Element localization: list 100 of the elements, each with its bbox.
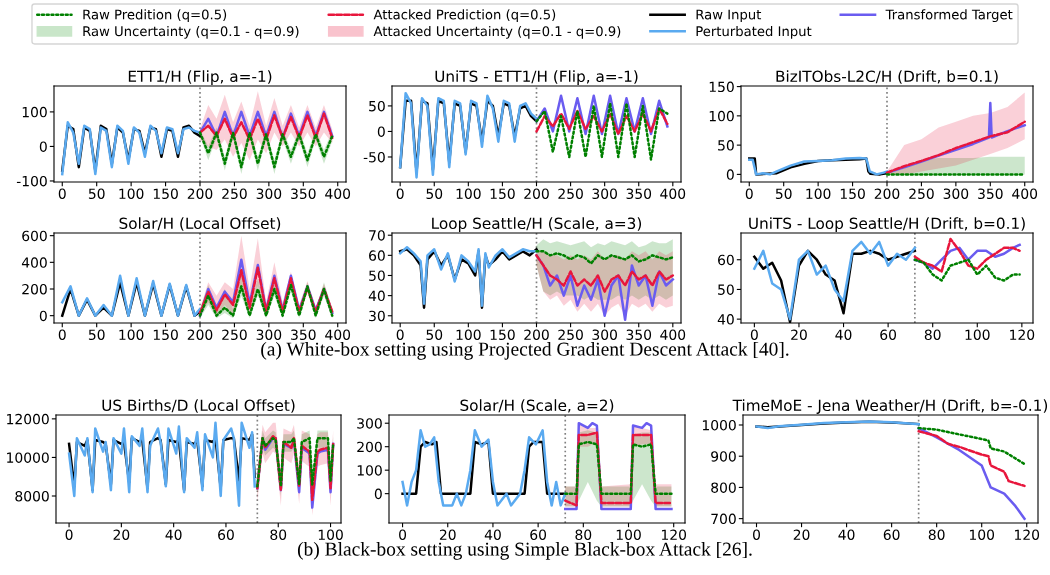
chart-title: BizITObs-L2C/H (Drift, b=0.1) xyxy=(776,70,998,84)
y-tick-label: 100 xyxy=(357,465,382,476)
y-tick-label: 300 xyxy=(357,418,382,429)
y-tick-label: 50 xyxy=(369,100,385,112)
chart-title: US Births/D (Local Offset) xyxy=(102,399,295,413)
x-tick-label: 400 xyxy=(1012,188,1038,199)
x-tick-label: 250 xyxy=(558,329,583,340)
y-tick-label: 900 xyxy=(711,451,736,462)
legend-label: Attacked Uncertainty (q=0.1 - q=0.9) xyxy=(373,25,621,39)
x-tick-label: 120 xyxy=(1010,329,1035,340)
x-tick-label: 400 xyxy=(325,329,351,340)
x-tick-label: 250 xyxy=(558,188,583,199)
x-tick-label: 400 xyxy=(325,188,351,199)
x-tick-label: 300 xyxy=(256,329,282,340)
x-tick-label: 0 xyxy=(396,188,404,199)
x-tick-label: 150 xyxy=(153,329,178,340)
x-tick-label: 300 xyxy=(943,188,969,199)
x-tick-label: 200 xyxy=(187,188,213,199)
y-tick-label: 10000 xyxy=(7,452,49,463)
x-tick-label: 60 xyxy=(530,529,547,540)
x-tick-label: 300 xyxy=(592,188,617,199)
x-tick-label: 60 xyxy=(880,329,897,340)
legend-label: Raw Predition (q=0.5) xyxy=(83,9,227,23)
y-tick-label: 60 xyxy=(718,254,734,266)
x-tick-label: 60 xyxy=(883,529,900,540)
x-tick-label: 100 xyxy=(456,329,481,340)
legend-label: Raw Uncertainty (q=0.1 - q=0.9) xyxy=(83,25,299,39)
y-tick-label: 40 xyxy=(717,314,734,325)
x-tick-label: 0 xyxy=(750,329,758,340)
x-tick-label: 80 xyxy=(270,529,287,540)
x-tick-label: 200 xyxy=(524,188,549,199)
x-tick-label: 250 xyxy=(909,188,934,199)
y-tick-label: 30 xyxy=(369,310,385,322)
x-tick-label: 80 xyxy=(928,529,945,540)
y-tick-label: 0 xyxy=(374,488,382,500)
x-tick-label: 300 xyxy=(592,329,617,340)
y-tick-label: -100 xyxy=(16,175,47,187)
x-tick-label: 120 xyxy=(661,529,687,540)
y-tick-label: 0 xyxy=(726,169,734,180)
legend-label: Transformed Target xyxy=(885,9,1013,23)
x-tick-label: 20 xyxy=(439,529,456,540)
y-tick-label: 12000 xyxy=(7,413,49,425)
x-tick-label: 60 xyxy=(218,529,234,540)
x-tick-label: 80 xyxy=(924,329,941,340)
chart-title: UniTS - Loop Seattle/H (Drift, b=0.1) xyxy=(749,217,1025,233)
x-tick-label: 0 xyxy=(745,188,753,199)
x-tick-label: 100 xyxy=(806,188,831,199)
chart-title: Loop Seattle/H (Scale, a=3) xyxy=(432,217,642,233)
legend-label: Raw Input xyxy=(696,9,762,23)
y-tick-label: -50 xyxy=(363,151,385,163)
x-tick-label: 100 xyxy=(318,529,343,540)
text: (b) Black-box setting using Simple Black-box Attack [26]. xyxy=(297,542,752,560)
x-tick-label: 300 xyxy=(256,188,282,199)
x-tick-label: 0 xyxy=(399,529,407,540)
y-tick-label: 1000 xyxy=(702,419,736,431)
x-tick-label: 400 xyxy=(660,329,686,340)
x-tick-label: 350 xyxy=(978,188,1003,199)
y-tick-label: 40 xyxy=(368,290,385,302)
y-tick-label: 0 xyxy=(39,141,47,152)
x-tick-label: 150 xyxy=(490,188,515,199)
x-tick-label: 200 xyxy=(874,188,900,199)
x-tick-label: 0 xyxy=(396,329,404,340)
y-tick-label: 800 xyxy=(711,482,736,493)
x-tick-label: 50 xyxy=(88,188,105,199)
x-tick-label: 0 xyxy=(753,529,761,540)
x-tick-label: 50 xyxy=(775,188,792,199)
chart-title: Solar/H (Local Offset) xyxy=(119,217,281,231)
x-tick-label: 350 xyxy=(291,188,316,199)
y-tick-label: 200 xyxy=(357,441,382,453)
y-tick-label: 400 xyxy=(21,257,47,268)
x-tick-label: 20 xyxy=(793,529,810,540)
y-tick-label: 60 xyxy=(369,250,385,261)
chart-title: UniTS - ETT1/H (Flip, a=-1) xyxy=(435,70,638,86)
y-tick-label: 150 xyxy=(709,81,734,93)
x-tick-label: 350 xyxy=(626,329,652,340)
y-tick-label: 700 xyxy=(711,513,736,525)
legend-label: Perturbated Input xyxy=(696,25,812,39)
x-tick-label: 400 xyxy=(660,188,686,199)
y-tick-label: 70 xyxy=(369,230,385,241)
x-tick-label: 100 xyxy=(119,329,144,340)
x-tick-label: 200 xyxy=(524,329,549,340)
x-tick-label: 40 xyxy=(838,529,855,540)
x-tick-label: 80 xyxy=(575,529,592,540)
x-tick-label: 100 xyxy=(119,188,144,199)
y-tick-label: 200 xyxy=(22,283,47,295)
y-tick-label: 0 xyxy=(39,310,47,322)
x-tick-label: 40 xyxy=(484,529,501,540)
y-tick-label: 50 xyxy=(718,284,734,295)
x-tick-label: 0 xyxy=(58,329,66,340)
x-tick-label: 50 xyxy=(426,329,443,340)
x-tick-label: 0 xyxy=(65,529,73,540)
y-tick-label: 100 xyxy=(22,106,47,118)
x-tick-label: 100 xyxy=(616,529,641,540)
x-tick-label: 100 xyxy=(965,329,990,340)
legend-label: Attacked Prediction (q=0.5) xyxy=(373,9,556,23)
y-tick-label: 50 xyxy=(718,140,734,151)
x-tick-label: 150 xyxy=(490,329,515,340)
x-tick-label: 50 xyxy=(88,329,105,340)
x-tick-label: 350 xyxy=(626,188,652,199)
x-tick-label: 350 xyxy=(291,329,316,340)
